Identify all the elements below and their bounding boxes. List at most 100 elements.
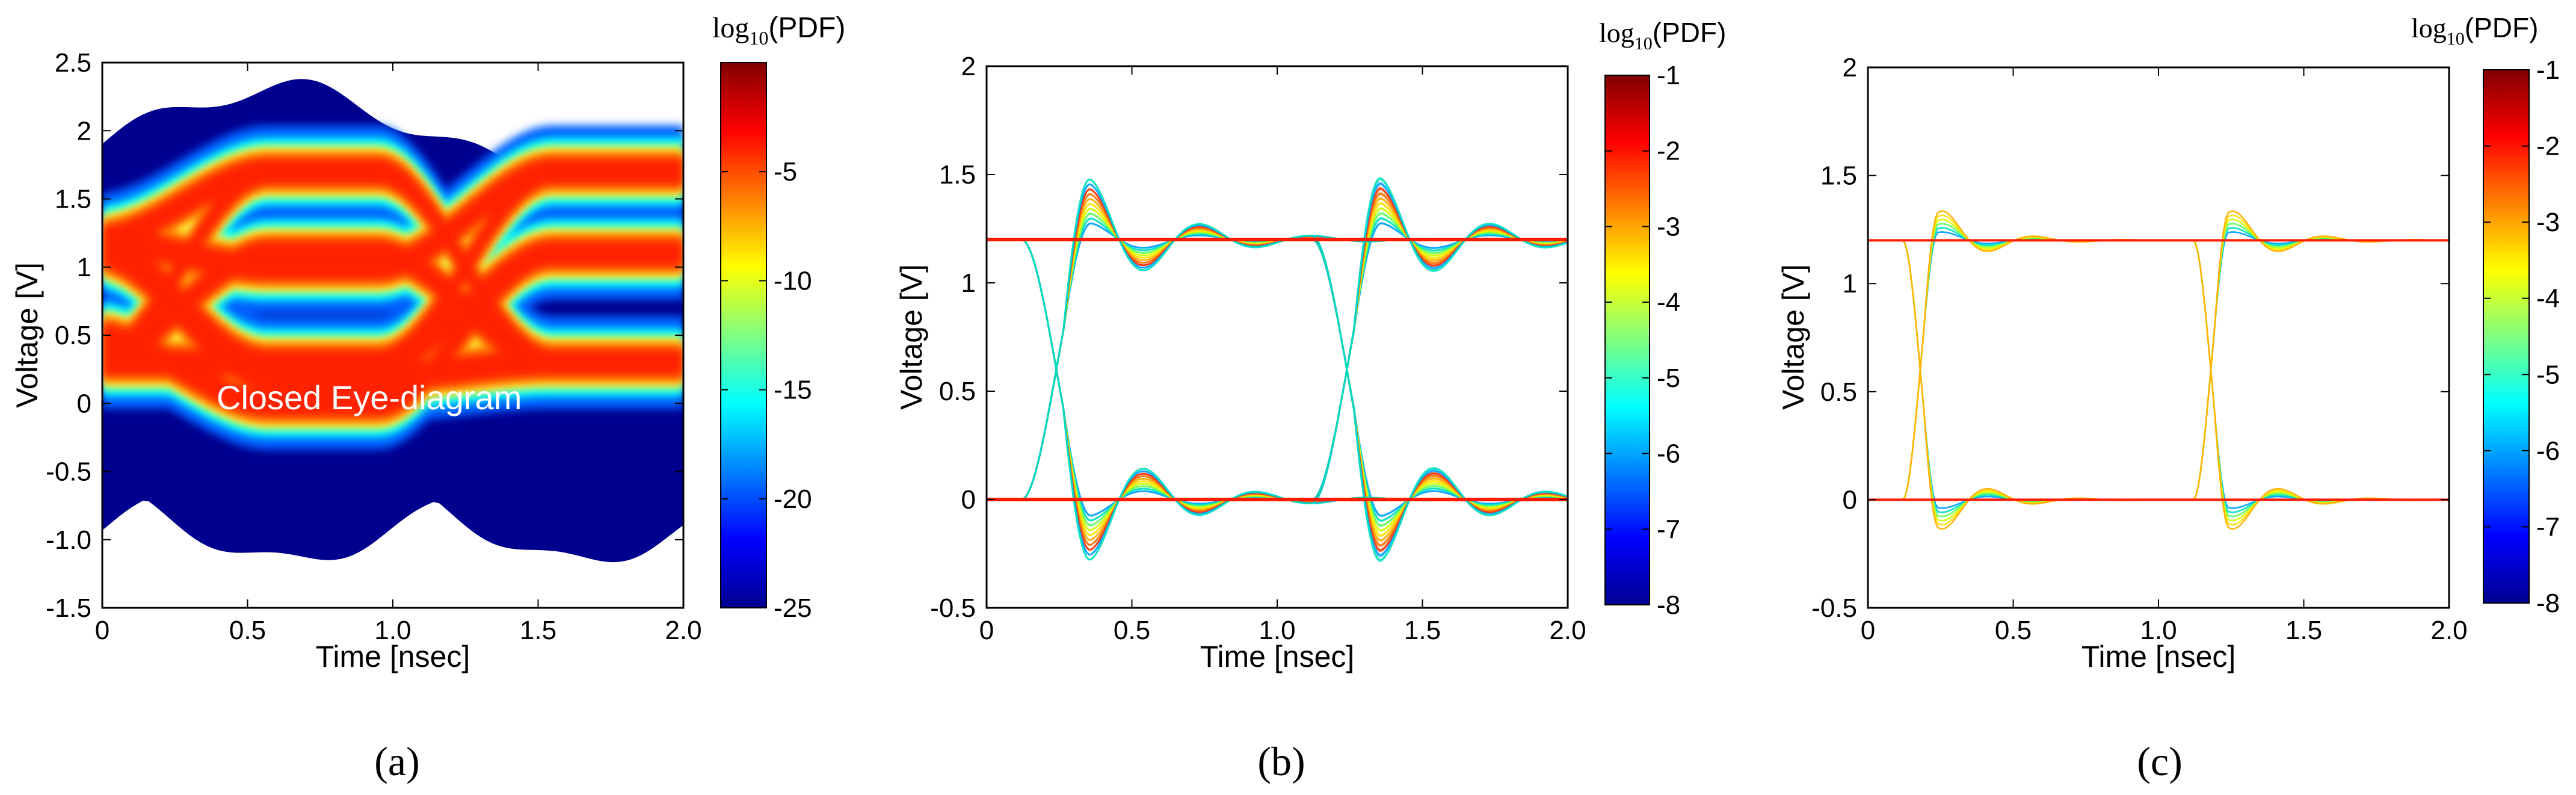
y-tick-label: 1	[961, 268, 976, 298]
eye-trace	[1868, 231, 2449, 501]
y-tick-label: -0.5	[1811, 593, 1857, 623]
eye-trace	[1868, 240, 2449, 526]
y-tick-label: 1.5	[939, 160, 976, 190]
panel-b-ylabel: Voltage [V]	[895, 264, 928, 410]
x-tick-label: 0	[1861, 616, 1875, 645]
colorbar-tick-label: -2	[1657, 137, 1680, 166]
eye-trace	[1868, 240, 2449, 530]
colorbar-tick-label: -2	[2536, 132, 2560, 161]
eye-trace	[1868, 223, 2449, 518]
panel-b-plot-area	[987, 176, 1568, 563]
eye-trace	[1868, 227, 2449, 501]
panel-b-xlabel: Time [nsec]	[1200, 640, 1355, 673]
panel-a-ylabel: Voltage [V]	[10, 262, 44, 408]
eye-trace	[1868, 227, 2449, 513]
colorbar-tick-label: -7	[1657, 515, 1680, 544]
colorbar-tick-label: -6	[2536, 436, 2560, 466]
panel-b-frame	[985, 65, 1569, 609]
x-tick-label: 0	[979, 616, 994, 645]
x-tick-label: 1.5	[1404, 616, 1441, 645]
y-tick-label: 0	[1843, 485, 1857, 515]
eye-trace	[1868, 240, 2449, 518]
panel-b-colorbar-label-sub: 10	[1635, 34, 1653, 54]
panel-a-colorbar-label-sub: 10	[749, 27, 768, 49]
eye-trace	[1868, 214, 2449, 526]
panel-b-colorbar-ticks: -1 -2 -3 -4 -5 -6 -7 -8	[1605, 61, 1680, 620]
panel-c-ylabel: Voltage [V]	[1776, 264, 1810, 410]
eye-trace	[1868, 240, 2449, 513]
y-tick-label: 1.5	[55, 185, 91, 214]
density-layer	[102, 79, 683, 563]
panel-c: 0 0.5 1.0 1.5 2.021.510.50-0.5 Time [nsec] V…	[1776, 12, 2560, 784]
colorbar-tick-label: -3	[1657, 212, 1680, 241]
panel-a-colorbar-label: log10(PDF)	[712, 12, 845, 49]
colorbar-tick-label: -8	[2536, 589, 2560, 618]
y-tick-label: 2	[1843, 53, 1857, 82]
panel-a-colorbar-label-pdf: (PDF)	[768, 12, 845, 44]
eye-trace	[1868, 210, 2449, 501]
colorbar-tick-label: -3	[2536, 208, 2560, 237]
panel-a-caption: (a)	[374, 738, 419, 784]
panel-a-colorbar-ticks: -5 -10 -15 -20 -25	[721, 157, 812, 623]
colorbar-tick-label: -1	[1657, 61, 1680, 90]
eye-trace	[1868, 218, 2449, 522]
y-tick-label: 2	[961, 52, 976, 81]
panel-b-colorbar-label-log: log	[1599, 17, 1635, 48]
y-tick-label: 0.5	[939, 377, 976, 406]
x-tick-label: 2.0	[1549, 616, 1586, 645]
panel-c-colorbar-label: log10(PDF)	[2411, 12, 2538, 49]
colorbar-tick-label: -25	[774, 593, 812, 623]
colorbar-tick-label: -5	[774, 157, 797, 187]
panel-a-annotation: Closed Eye-diagram	[217, 379, 522, 416]
eye-trace	[1868, 231, 2449, 509]
trace-layer	[1868, 210, 2449, 530]
panel-c-colorbar-label-pdf: (PDF)	[2465, 12, 2539, 43]
panel-a-colorbar	[720, 62, 767, 608]
eye-trace	[1868, 223, 2449, 501]
x-tick-label: 2.0	[2430, 616, 2467, 645]
y-tick-label: -1.0	[46, 525, 91, 555]
x-tick-label: 1.0	[2140, 616, 2177, 645]
y-tick-label: 1	[77, 253, 91, 282]
panel-b-colorbar-label-pdf: (PDF)	[1653, 17, 1727, 48]
x-tick-label: 0.5	[229, 616, 266, 645]
y-tick-label: -1.5	[46, 593, 91, 623]
panel-c-colorbar	[2483, 69, 2530, 604]
panel-a: 0 0.5 1.0 1.5 2.0 2.5 2 1.5 1 0.5 0 -0.5 -1.0 -1.5 Cl…	[10, 12, 845, 784]
panel-c-xlabel: Time [nsec]	[2081, 640, 2236, 673]
eye-trace	[1868, 218, 2449, 501]
y-tick-label: -0.5	[46, 457, 91, 487]
x-tick-label: 0.5	[1114, 616, 1150, 645]
eye-trace	[1868, 227, 2449, 501]
eye-trace	[1868, 227, 2449, 513]
y-tick-label: 0.5	[55, 321, 91, 350]
panel-c-colorbar-label-log: log	[2411, 13, 2447, 43]
eye-trace	[1868, 214, 2449, 501]
eye-trace	[1868, 231, 2449, 501]
eye-trace	[1868, 223, 2449, 501]
colorbar-tick-label: -6	[1657, 439, 1680, 469]
panel-a-ticks: 0 0.5 1.0 1.5 2.0 2.5 2 1.5 1 0.5 0 -0.5 -1.0 -1.5	[46, 48, 701, 645]
x-tick-label: 1.0	[1259, 616, 1295, 645]
x-tick-label: 0.5	[1995, 616, 2032, 645]
panel-b-caption: (b)	[1257, 738, 1305, 784]
panel-c-colorbar-ticks: -1 -2 -3 -4 -5 -6 -7 -8	[2483, 55, 2560, 618]
eye-trace	[1868, 210, 2449, 501]
eye-trace	[1868, 231, 2449, 509]
eye-trace	[1868, 210, 2449, 530]
colorbar-tick-label: -15	[774, 376, 812, 405]
panel-c-caption: (c)	[2137, 738, 2182, 784]
y-tick-label: 2.5	[55, 48, 91, 78]
y-tick-label: 1.5	[1820, 161, 1857, 191]
eye-trace	[1868, 240, 2449, 509]
eye-trace	[1868, 240, 2449, 530]
colorbar-tick-label: -20	[774, 484, 812, 514]
panel-b-colorbar-label: log10(PDF)	[1599, 17, 1726, 54]
colorbar-tick-label: -4	[1657, 288, 1680, 317]
y-tick-label: 0	[77, 389, 91, 418]
y-tick-label: 0.5	[1820, 377, 1857, 407]
x-tick-label: 2.0	[665, 616, 701, 645]
eye-trace	[1868, 218, 2449, 501]
colorbar-tick-label: -8	[1657, 590, 1680, 620]
